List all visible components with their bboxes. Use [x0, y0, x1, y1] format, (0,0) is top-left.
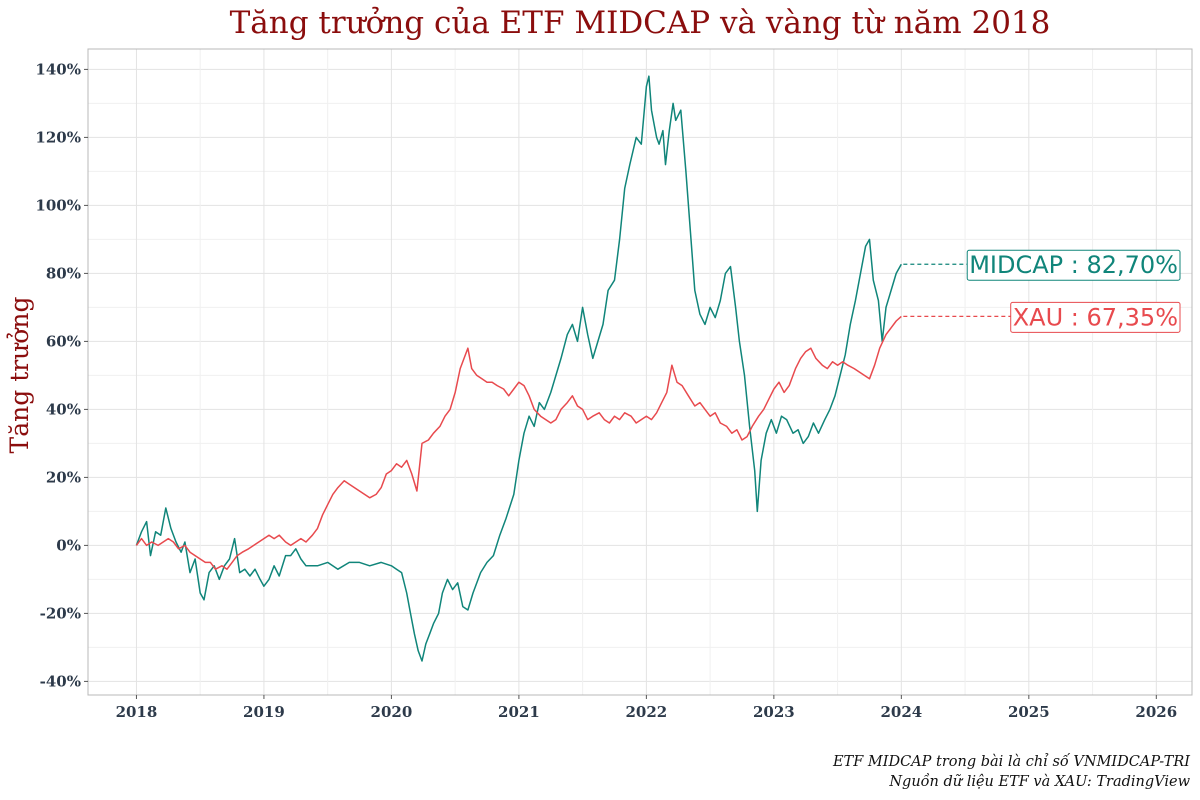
y-tick-label: 40% — [46, 400, 81, 418]
x-tick-label: 2020 — [371, 703, 413, 721]
note-source-index: ETF MIDCAP trong bài là chỉ số VNMIDCAP-… — [832, 753, 1190, 770]
xau-line — [135, 315, 902, 570]
y-tick-label: 120% — [35, 128, 81, 146]
end-labels: MIDCAP : 82,70% XAU : 67,35% — [903, 249, 1181, 333]
series — [135, 75, 902, 662]
grid — [88, 49, 1192, 695]
y-tick-label: 80% — [46, 264, 81, 282]
y-tick-label: 0% — [56, 536, 81, 554]
xau-label-text: XAU : 67,35% — [1013, 303, 1178, 331]
midcap-label-box — [966, 249, 1181, 281]
chart-title: Tăng trưởng của ETF MIDCAP và vàng từ nă… — [230, 5, 1051, 41]
y-axis-title: Tăng trưởng — [5, 297, 34, 454]
plot-frame — [87, 48, 1193, 696]
y-tick-label: 100% — [35, 196, 81, 214]
y-tick-label: -40% — [40, 672, 81, 690]
x-tick-label: 2018 — [116, 703, 158, 721]
x-tick-label: 2026 — [1135, 703, 1177, 721]
midcap-line — [135, 75, 902, 662]
y-axis-ticks: -40% -20% 0% 20% 40% 60% 80% 100% 120% 140% — [35, 60, 88, 690]
x-tick-label: 2025 — [1008, 703, 1050, 721]
x-tick-label: 2021 — [498, 703, 540, 721]
y-tick-label: -20% — [40, 604, 81, 622]
x-axis-ticks: 2018 2019 2020 2021 2022 2023 2024 2025 2026 — [116, 695, 1177, 721]
y-tick-label: 60% — [46, 332, 81, 350]
midcap-end-label: MIDCAP : 82,70% — [903, 249, 1181, 281]
x-tick-label: 2023 — [753, 703, 795, 721]
x-tick-label: 2024 — [880, 703, 922, 721]
y-tick-label: 20% — [46, 468, 81, 486]
xau-end-label: XAU : 67,35% — [903, 301, 1181, 333]
xau-label-box — [1010, 301, 1181, 333]
x-tick-label: 2022 — [625, 703, 667, 721]
note-data-source: Nguồn dữ liệu ETF và XAU: TradingView — [888, 773, 1190, 790]
midcap-label-text: MIDCAP : 82,70% — [969, 251, 1178, 279]
x-tick-label: 2019 — [243, 703, 285, 721]
y-tick-label: 140% — [35, 60, 81, 78]
